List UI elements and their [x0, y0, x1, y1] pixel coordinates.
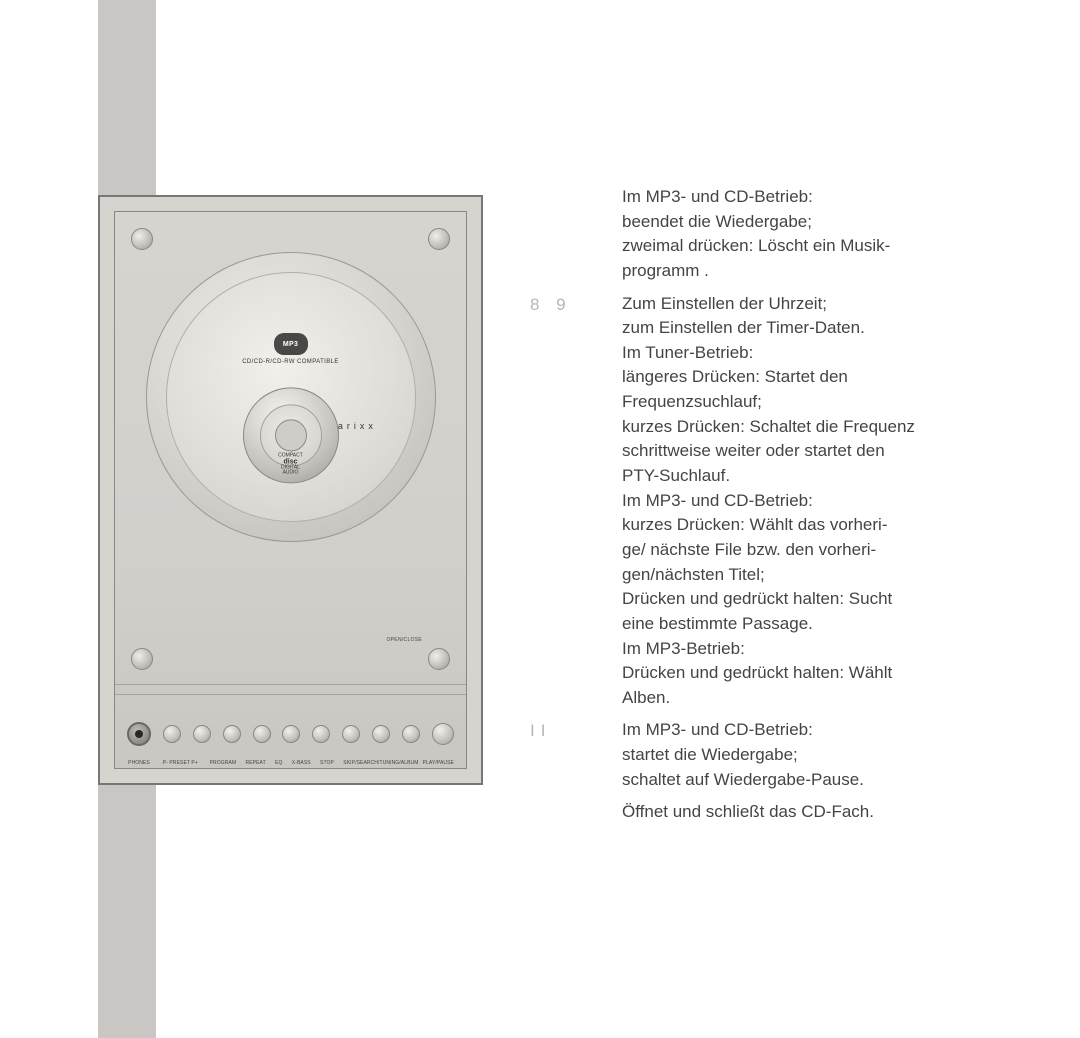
- stop-button: [342, 725, 360, 743]
- entry-label: [530, 185, 622, 284]
- screw-icon: [131, 228, 153, 250]
- eq-label: EQ: [275, 760, 282, 766]
- phones-jack-icon: [127, 722, 151, 746]
- cd-hub: COMPACT disc DIGITAL AUDIO: [243, 387, 339, 483]
- description-entry: Öffnet und schließt das CD-Fach.: [530, 800, 988, 825]
- open-close-label: OPEN/CLOSE: [386, 637, 422, 643]
- skip-fwd-button: [402, 725, 420, 743]
- device-illustration: MP3 CD/CD-R/CD-RW COMPATIBLE Varixx COMP…: [114, 211, 467, 769]
- mp3-badge-icon: MP3: [274, 333, 308, 355]
- stop-label: STOP: [320, 760, 334, 766]
- entry-label: 8 9: [530, 292, 622, 711]
- screw-icon: [428, 228, 450, 250]
- entry-label: II: [530, 718, 622, 792]
- document-page: MP3 CD/CD-R/CD-RW COMPATIBLE Varixx COMP…: [0, 0, 1080, 1038]
- panel-divider: [115, 684, 466, 685]
- cd-compat-text: CD/CD-R/CD-RW COMPATIBLE: [242, 359, 339, 365]
- xbass-button: [312, 725, 330, 743]
- cd-disc-outer: MP3 CD/CD-R/CD-RW COMPATIBLE Varixx COMP…: [146, 252, 436, 542]
- entry-body: Öffnet und schließt das CD-Fach.: [622, 800, 988, 825]
- repeat-label: REPEAT: [245, 760, 265, 766]
- screw-icon: [131, 648, 153, 670]
- skip-label: SKIP/SEARCH/TUNING/ALBUM: [343, 760, 413, 766]
- description-entry: Im MP3- und CD-Betrieb:beendet die Wiede…: [530, 185, 988, 284]
- entry-body: Im MP3- und CD-Betrieb:beendet die Wiede…: [622, 185, 988, 284]
- skip-back-button: [372, 725, 390, 743]
- device-illustration-frame: MP3 CD/CD-R/CD-RW COMPATIBLE Varixx COMP…: [98, 195, 483, 785]
- xbass-label: X-BASS: [292, 760, 311, 766]
- description-entry: 8 9 Zum Einstellen der Uhrzeit;zum Einst…: [530, 292, 988, 711]
- play-label: PLAY/PAUSE: [423, 760, 454, 766]
- description-column: Im MP3- und CD-Betrieb:beendet die Wiede…: [530, 185, 988, 833]
- phones-label: PHONES: [127, 760, 151, 766]
- screw-icon: [428, 648, 450, 670]
- program-label: PROGRAM: [210, 760, 237, 766]
- mp3-badge-text: MP3: [283, 341, 298, 348]
- cd-disc-ring: MP3 CD/CD-R/CD-RW COMPATIBLE Varixx COMP…: [166, 272, 416, 522]
- entry-body: Im MP3- und CD-Betrieb:startet die Wiede…: [622, 718, 988, 792]
- panel-divider: [115, 694, 466, 695]
- entry-body: Zum Einstellen der Uhrzeit;zum Einstelle…: [622, 292, 988, 711]
- compact-disc-logo: COMPACT disc DIGITAL AUDIO: [276, 453, 306, 475]
- cd-hub-center: [275, 419, 307, 451]
- description-entry: II Im MP3- und CD-Betrieb:startet die Wi…: [530, 718, 988, 792]
- button-label-row: PHONES P- PRESET P+ PROGRAM REPEAT EQ X-…: [115, 760, 466, 766]
- button-row: [115, 704, 466, 764]
- repeat-button: [253, 725, 271, 743]
- program-button: [223, 725, 241, 743]
- preset-label: P- PRESET P+: [160, 760, 200, 766]
- preset-up-button: [193, 725, 211, 743]
- preset-down-button: [163, 725, 181, 743]
- cd-logo-bottom: DIGITAL AUDIO: [276, 465, 306, 475]
- eq-button: [282, 725, 300, 743]
- entry-label: [530, 800, 622, 825]
- play-pause-button: [432, 723, 454, 745]
